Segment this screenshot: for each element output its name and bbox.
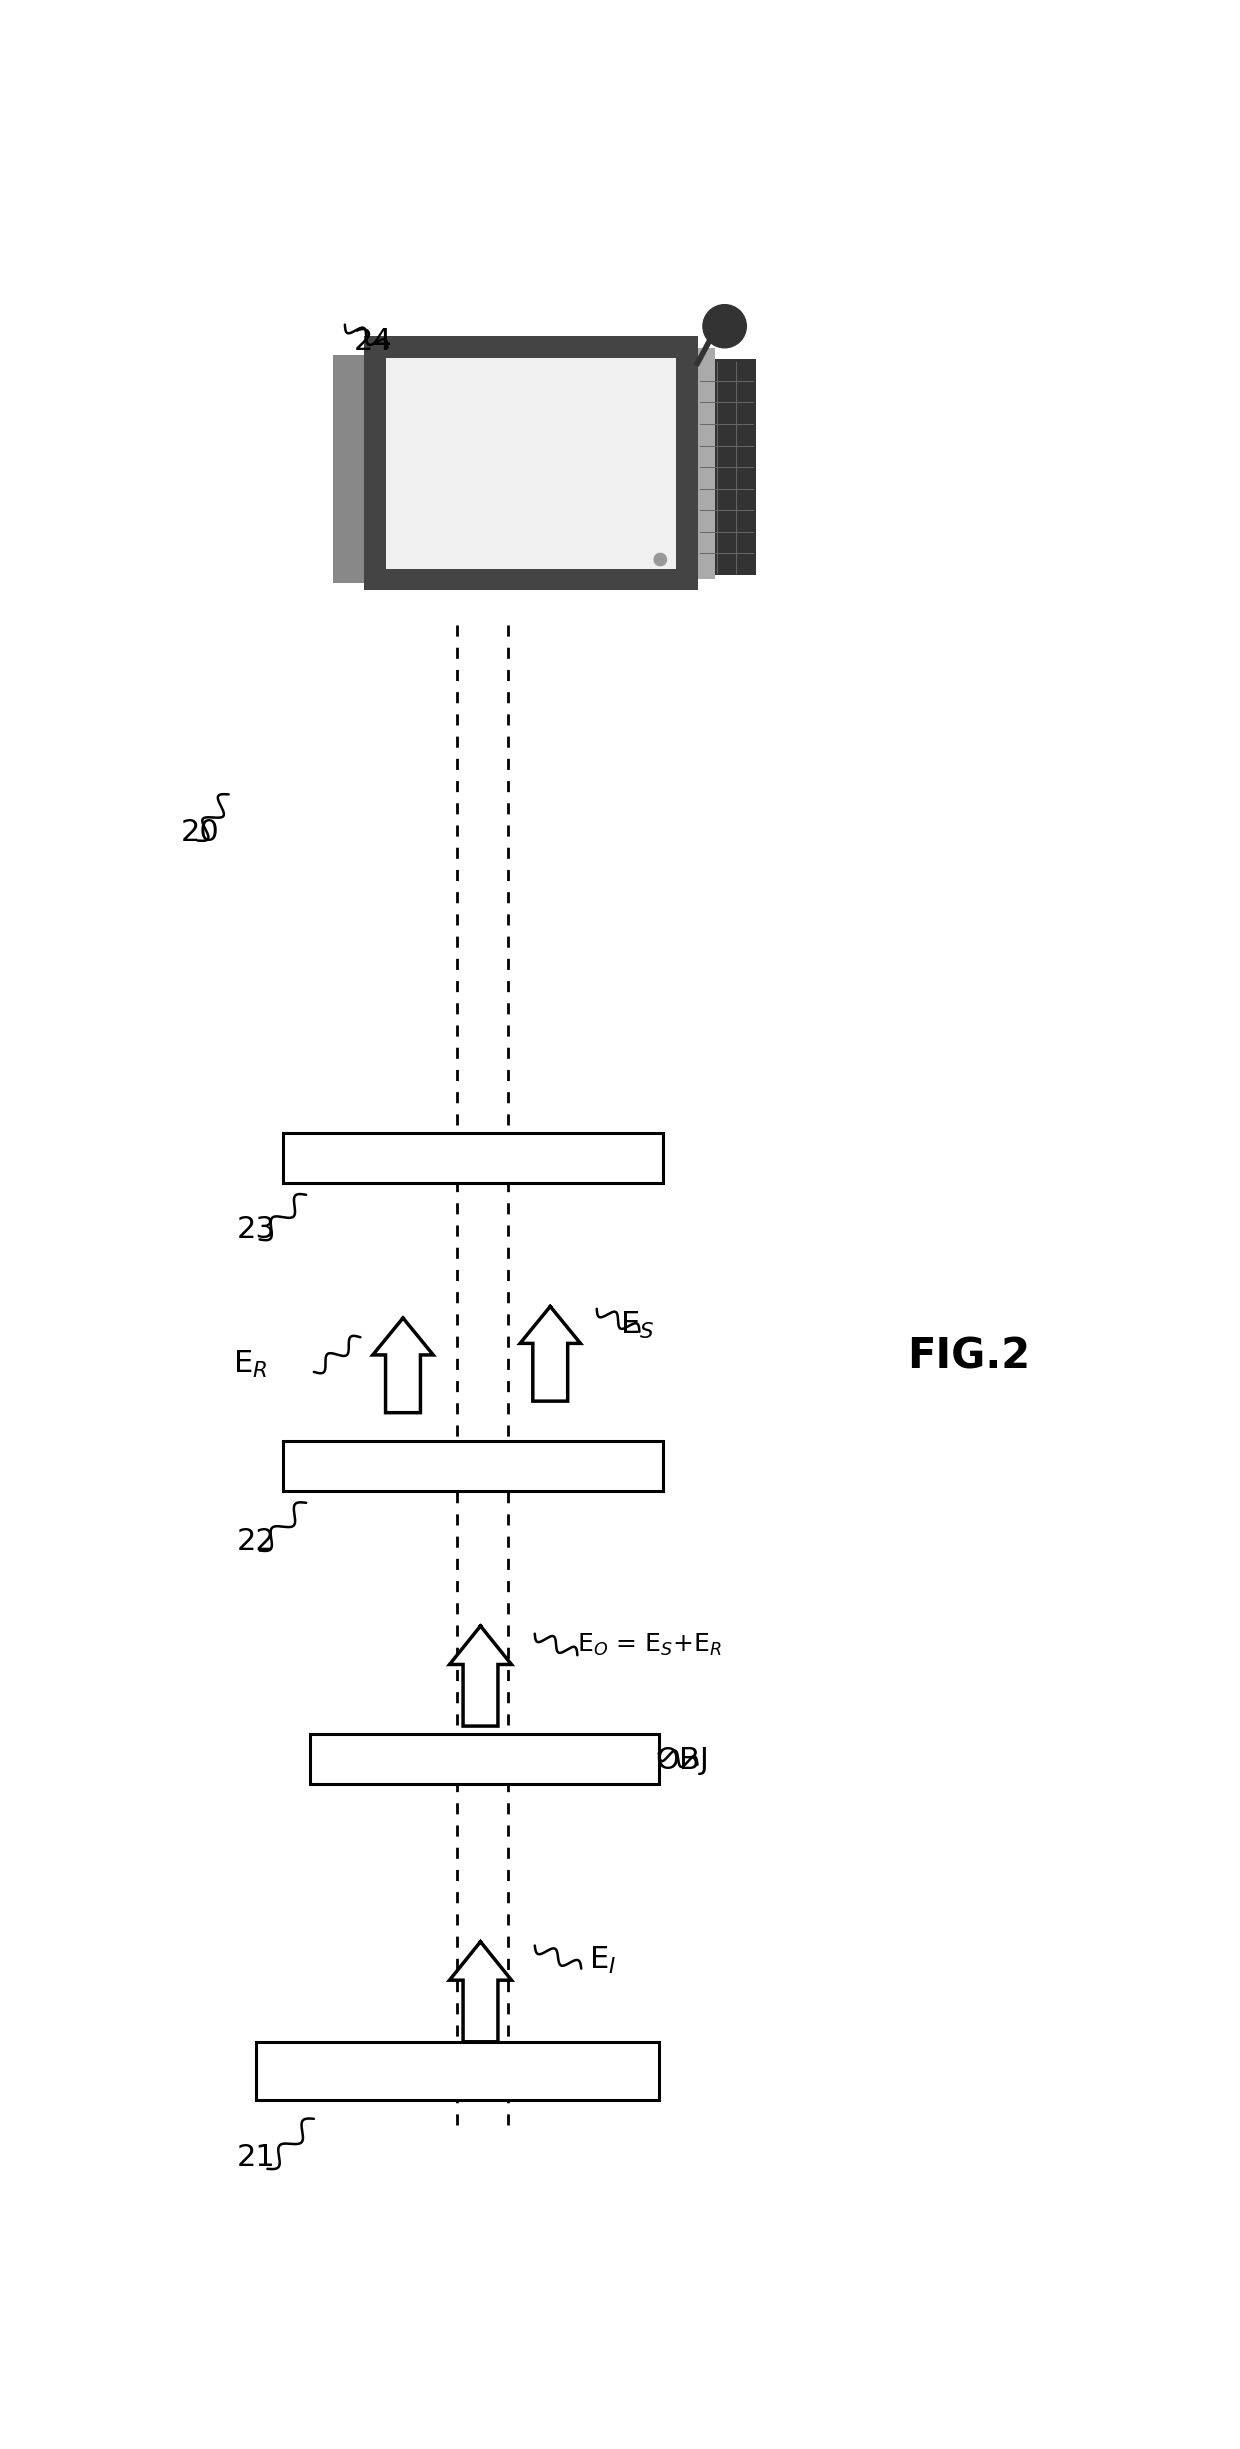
Text: E$_O$ = E$_S$+E$_R$: E$_O$ = E$_S$+E$_R$ <box>578 1631 722 1658</box>
Bar <box>334 355 366 583</box>
Bar <box>386 358 676 568</box>
Text: E$_I$: E$_I$ <box>589 1945 616 1976</box>
Text: E$_R$: E$_R$ <box>233 1349 268 1379</box>
Text: 23: 23 <box>237 1215 275 1244</box>
Circle shape <box>655 553 667 566</box>
Bar <box>255 2042 658 2099</box>
Polygon shape <box>449 1626 511 1727</box>
Polygon shape <box>373 1318 433 1413</box>
Polygon shape <box>520 1305 580 1401</box>
Polygon shape <box>449 1942 511 2042</box>
Text: OBJ: OBJ <box>655 1746 709 1776</box>
Text: FIG.2: FIG.2 <box>908 1335 1030 1376</box>
Bar <box>697 348 714 578</box>
Bar <box>283 1440 662 1491</box>
Text: 20: 20 <box>181 818 219 847</box>
Bar <box>697 360 755 576</box>
Bar <box>310 1734 658 1783</box>
Text: 21: 21 <box>237 2143 275 2172</box>
Bar <box>365 336 697 590</box>
Bar <box>283 1134 662 1183</box>
Text: 22: 22 <box>237 1526 275 1555</box>
Circle shape <box>703 304 746 348</box>
Text: E$_S$: E$_S$ <box>620 1310 655 1342</box>
Text: 24: 24 <box>355 328 393 355</box>
